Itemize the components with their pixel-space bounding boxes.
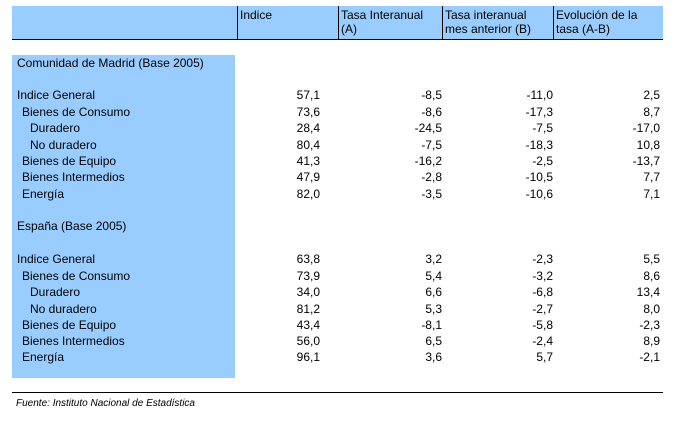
row-label: Indice General <box>17 88 96 102</box>
table-row: Indice General 57,1 -8,5 -11,0 2,5 <box>0 87 694 103</box>
cell-evolucion: -17,0 <box>632 121 660 135</box>
table-row: Bienes de Consumo 73,9 5,4 -3,2 8,6 <box>0 268 694 284</box>
cell-indice: 80,4 <box>296 138 320 152</box>
cell-indice: 43,4 <box>296 318 320 332</box>
row-label: Indice General <box>17 252 96 266</box>
cell-evolucion: 2,5 <box>643 88 660 102</box>
cell-tasa-a: 6,6 <box>425 285 442 299</box>
header-evolucion: Evolución de la tasa (A-B) <box>556 8 638 36</box>
header-tasa-mes-anterior: Tasa interanual mes anterior (B) <box>445 8 532 36</box>
cell-evolucion: -13,7 <box>632 154 660 168</box>
cell-tasa-a: 3,2 <box>425 252 442 266</box>
row-label-column <box>12 55 235 378</box>
cell-tasa-a: 5,4 <box>425 269 442 283</box>
header-divider <box>237 6 238 39</box>
cell-tasa-b: -5,8 <box>532 318 553 332</box>
cell-indice: 82,0 <box>296 187 320 201</box>
cell-tasa-a: -8,5 <box>421 88 442 102</box>
cell-tasa-b: -11,0 <box>526 88 553 102</box>
row-label: Bienes Intermedios <box>22 334 125 348</box>
header-divider <box>338 6 339 39</box>
header-indice: Indice <box>240 8 273 22</box>
cell-tasa-b: -2,3 <box>532 252 553 266</box>
header-bottom-rule <box>12 39 663 40</box>
cell-tasa-b: -10,6 <box>525 187 553 201</box>
cell-indice: 47,9 <box>296 170 320 184</box>
cell-tasa-b: -2,7 <box>532 302 553 316</box>
cell-indice: 73,6 <box>296 105 320 119</box>
source-note: Fuente: Instituto Nacional de Estadístic… <box>16 398 195 409</box>
row-label: Duradero <box>30 121 81 135</box>
cell-tasa-a: 5,3 <box>425 302 442 316</box>
cell-evolucion: -2,1 <box>639 350 660 364</box>
cell-tasa-a: -3,5 <box>421 187 442 201</box>
cell-tasa-b: -10,5 <box>525 170 553 184</box>
header-tasa-interanual: Tasa Interanual (A) <box>341 8 424 36</box>
table-row: Bienes Intermedios 56,0 6,5 -2,4 8,9 <box>0 333 694 349</box>
cell-tasa-a: -2,8 <box>421 170 442 184</box>
cell-evolucion: 13,4 <box>636 285 660 299</box>
cell-indice: 81,2 <box>296 302 320 316</box>
cell-tasa-b: -2,5 <box>532 154 553 168</box>
table-row: Bienes de Consumo 73,6 -8,6 -17,3 8,7 <box>0 104 694 120</box>
cell-evolucion: 5,5 <box>643 252 660 266</box>
table-row: Duradero 34,0 6,6 -6,8 13,4 <box>0 284 694 300</box>
table-row: Indice General 63,8 3,2 -2,3 5,5 <box>0 251 694 267</box>
cell-tasa-b: -6,8 <box>532 285 553 299</box>
cell-evolucion: 7,1 <box>643 187 660 201</box>
cell-indice: 96,1 <box>296 350 320 364</box>
header-divider <box>442 6 443 39</box>
cell-tasa-a: -24,5 <box>414 121 442 135</box>
cell-tasa-b: -2,4 <box>532 334 553 348</box>
cell-tasa-b: -3,2 <box>532 269 553 283</box>
table-row: Duradero 28,4 -24,5 -7,5 -17,0 <box>0 120 694 136</box>
row-label: Energía <box>22 350 65 364</box>
cell-tasa-b: -7,5 <box>532 121 553 135</box>
cell-indice: 41,3 <box>296 154 320 168</box>
row-label: Bienes Intermedios <box>22 170 125 184</box>
cell-tasa-b: -17,3 <box>525 105 553 119</box>
cell-tasa-a: 3,6 <box>425 350 442 364</box>
cell-indice: 57,1 <box>296 88 320 102</box>
cell-tasa-b: 5,7 <box>536 350 553 364</box>
cell-evolucion: 10,8 <box>636 138 660 152</box>
row-label: Energía <box>22 187 65 201</box>
footer-rule <box>12 392 663 393</box>
cell-tasa-a: 6,5 <box>425 334 442 348</box>
header-divider <box>553 6 554 39</box>
cell-indice: 28,4 <box>296 121 320 135</box>
row-label: Bienes de Equipo <box>22 154 117 168</box>
section-title-madrid: Comunidad de Madrid (Base 2005) <box>17 56 204 70</box>
table-row: Energía 96,1 3,6 5,7 -2,1 <box>0 349 694 365</box>
cell-tasa-a: -7,5 <box>421 138 442 152</box>
cell-evolucion: 7,7 <box>643 170 660 184</box>
section-title-espana: España (Base 2005) <box>17 219 127 233</box>
table-row: Bienes Intermedios 47,9 -2,8 -10,5 7,7 <box>0 169 694 185</box>
cell-tasa-a: -8,6 <box>421 105 442 119</box>
cell-indice: 34,0 <box>296 285 320 299</box>
row-label: Bienes de Consumo <box>22 105 131 119</box>
row-label: No duradero <box>30 302 97 316</box>
table-row: No duradero 80,4 -7,5 -18,3 10,8 <box>0 137 694 153</box>
table-row: Energía 82,0 -3,5 -10,6 7,1 <box>0 186 694 202</box>
table-row: Bienes de Equipo 43,4 -8,1 -5,8 -2,3 <box>0 317 694 333</box>
table-row: Bienes de Equipo 41,3 -16,2 -2,5 -13,7 <box>0 153 694 169</box>
row-label: Duradero <box>30 285 81 299</box>
cell-evolucion: -2,3 <box>639 318 660 332</box>
table-header <box>12 6 663 39</box>
row-label: No duradero <box>30 138 97 152</box>
cell-tasa-a: -16,2 <box>414 154 442 168</box>
cell-evolucion: 8,7 <box>643 105 660 119</box>
cell-tasa-a: -8,1 <box>421 318 442 332</box>
cell-evolucion: 8,6 <box>643 269 660 283</box>
row-label: Bienes de Consumo <box>22 269 131 283</box>
cell-evolucion: 8,9 <box>643 334 660 348</box>
row-label: Bienes de Equipo <box>22 318 117 332</box>
cell-indice: 63,8 <box>296 252 320 266</box>
cell-indice: 56,0 <box>296 334 320 348</box>
cell-evolucion: 8,0 <box>643 302 660 316</box>
cell-indice: 73,9 <box>296 269 320 283</box>
cell-tasa-b: -18,3 <box>525 138 553 152</box>
table-row: No duradero 81,2 5,3 -2,7 8,0 <box>0 301 694 317</box>
